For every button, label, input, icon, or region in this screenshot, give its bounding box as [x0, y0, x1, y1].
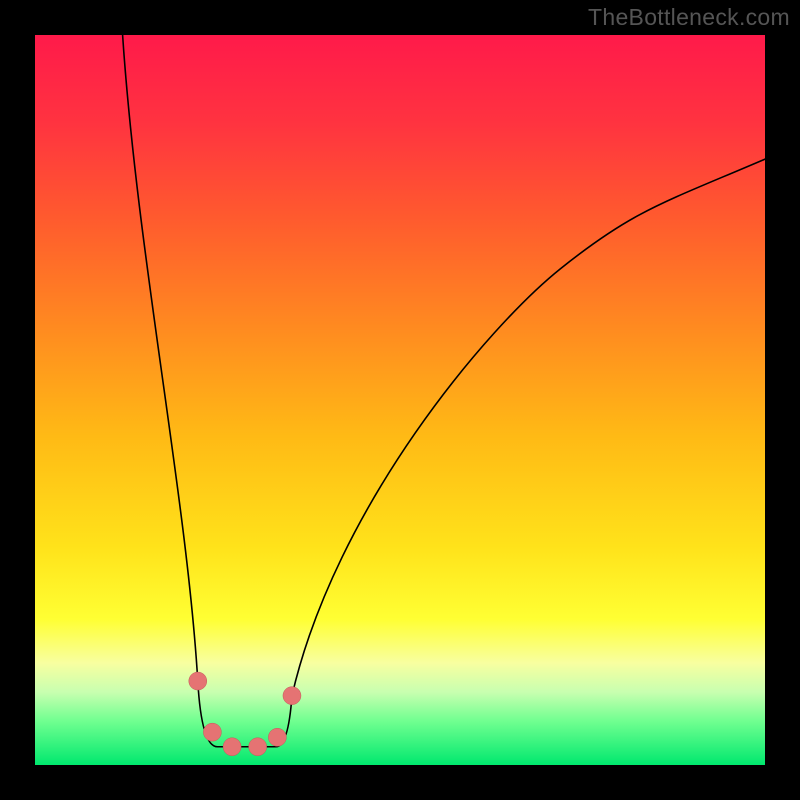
- chart-svg: [0, 0, 800, 800]
- marker-point: [283, 687, 301, 705]
- marker-point: [223, 738, 241, 756]
- marker-point: [249, 738, 267, 756]
- marker-point: [189, 672, 207, 690]
- marker-point: [268, 728, 286, 746]
- gradient-background: [35, 35, 765, 765]
- chart-container: TheBottleneck.com: [0, 0, 800, 800]
- marker-point: [203, 723, 221, 741]
